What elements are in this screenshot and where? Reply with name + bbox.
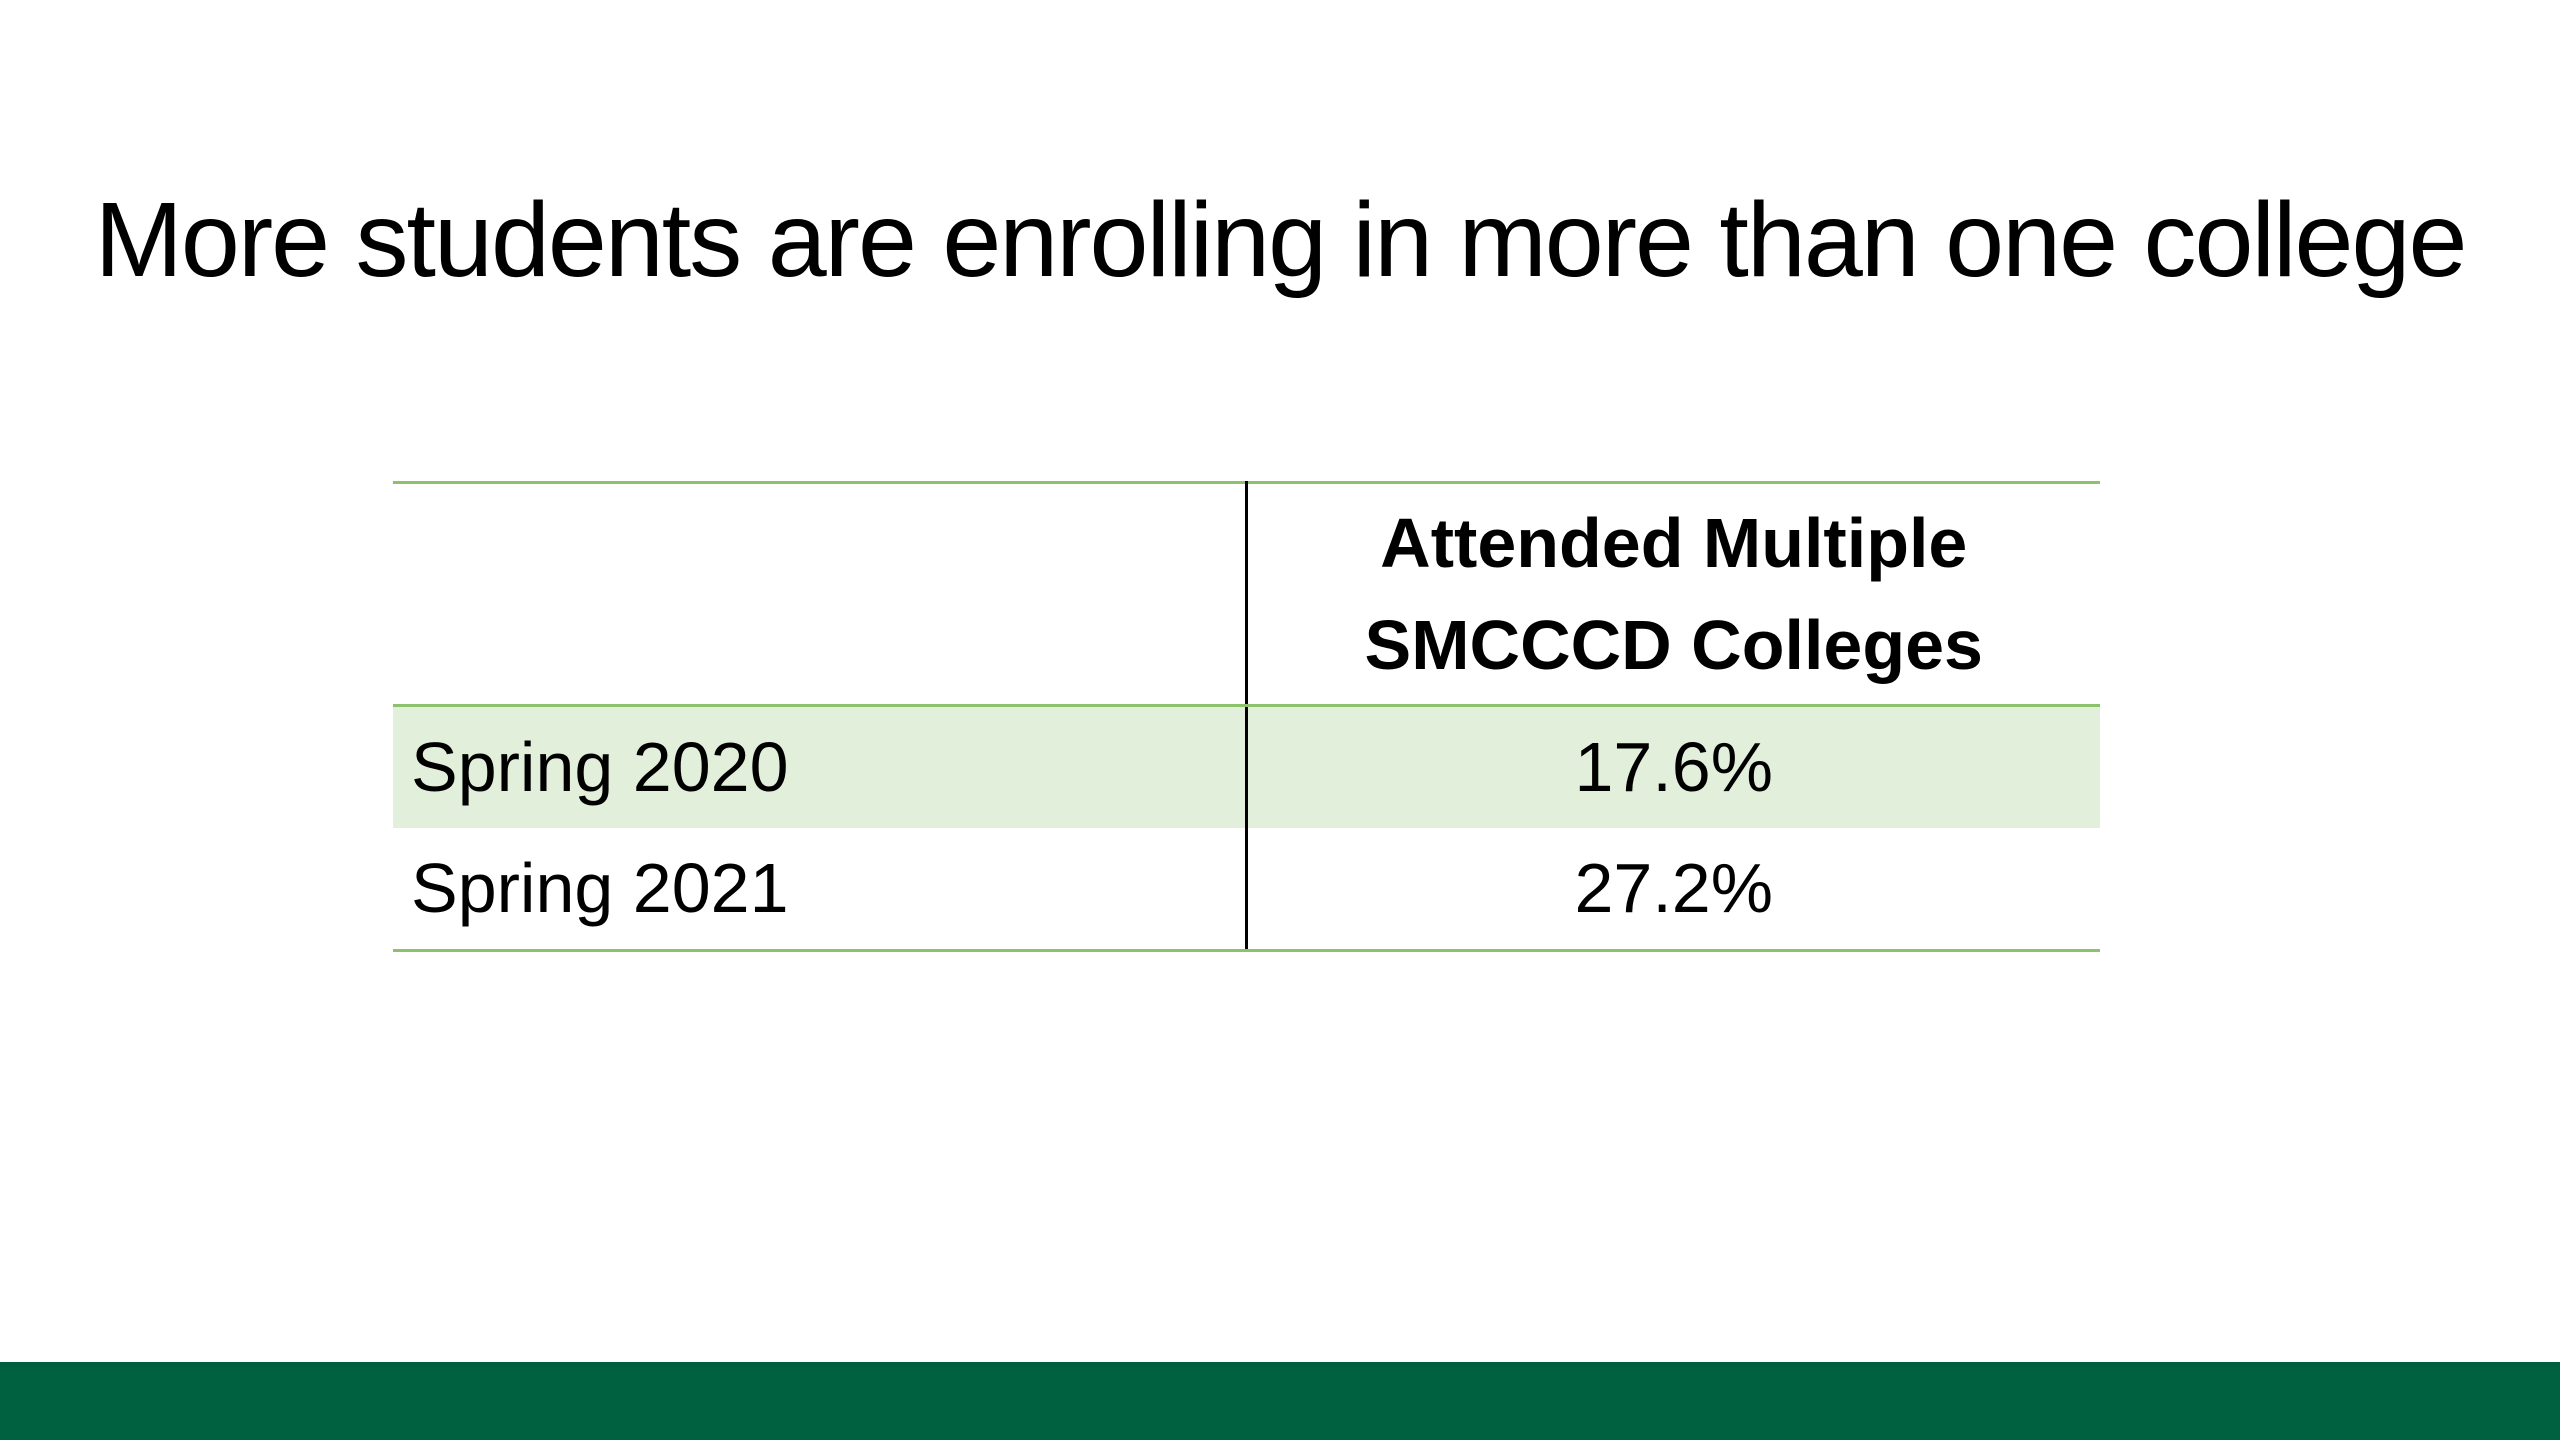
table-header-blank (393, 481, 1248, 707)
row-value-cell: 17.6% (1246, 705, 2100, 828)
slide-title: More students are enrolling in more than… (94, 181, 2468, 299)
table-row: Spring 2021 27.2% (393, 828, 2100, 952)
table-row: Spring 2020 17.6% (393, 705, 2100, 828)
table-header-multiple-colleges: Attended Multiple SMCCCD Colleges (1246, 481, 2100, 707)
row-value-cell: 27.2% (1246, 828, 2100, 952)
table-header-row: Attended Multiple SMCCCD Colleges (393, 481, 2100, 707)
enrollment-table: Attended Multiple SMCCCD Colleges Spring… (393, 481, 2100, 952)
row-label-cell: Spring 2021 (393, 828, 1248, 952)
footer-bar (0, 1362, 2560, 1440)
row-label-cell: Spring 2020 (393, 705, 1248, 828)
